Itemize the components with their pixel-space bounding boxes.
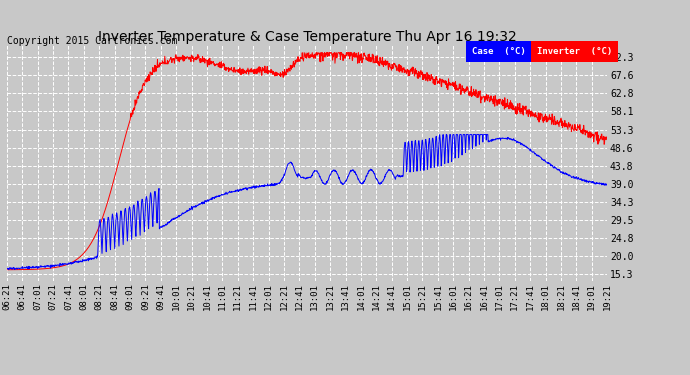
Text: Case  (°C): Case (°C)	[471, 47, 525, 56]
Text: Inverter  (°C): Inverter (°C)	[537, 47, 612, 56]
FancyBboxPatch shape	[466, 41, 531, 62]
FancyBboxPatch shape	[531, 41, 618, 62]
Title: Inverter Temperature & Case Temperature Thu Apr 16 19:32: Inverter Temperature & Case Temperature …	[98, 30, 516, 44]
Text: Copyright 2015 Cartronics.com: Copyright 2015 Cartronics.com	[7, 36, 177, 45]
